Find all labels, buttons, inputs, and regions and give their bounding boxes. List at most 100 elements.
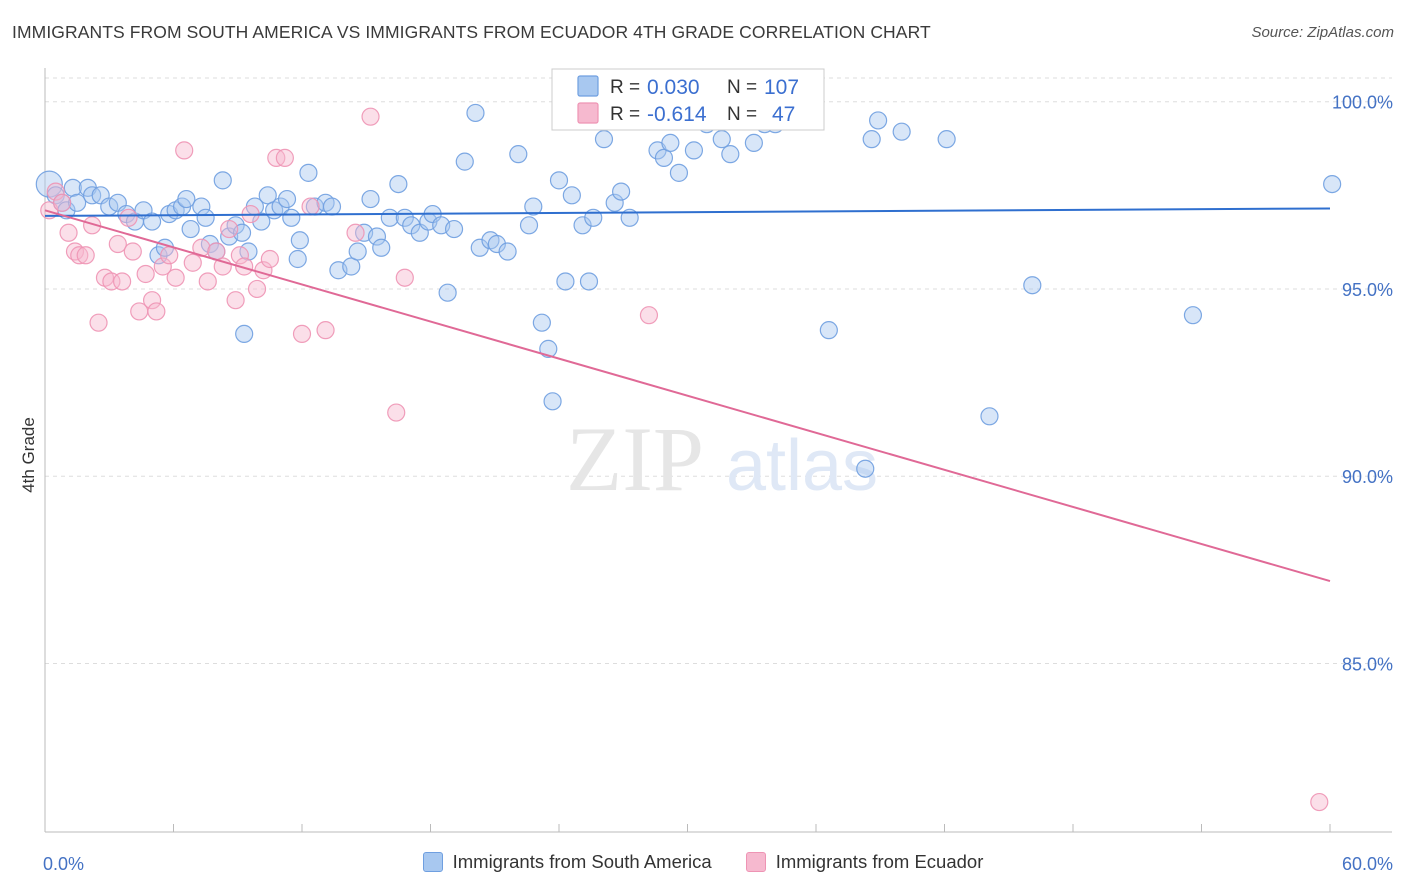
trend-line-ecuador xyxy=(44,209,1331,583)
point-south-america-104 xyxy=(1023,276,1042,295)
point-south-america-81 xyxy=(605,193,624,212)
point-south-america-50 xyxy=(367,227,387,246)
watermark-atlas: atlas xyxy=(726,426,878,506)
legend-swatch-ecuador xyxy=(577,102,599,124)
point-ecuador-46 xyxy=(1310,792,1329,812)
legend-label-ecuador: Immigrants from Ecuador xyxy=(775,851,984,872)
point-south-america-68 xyxy=(509,145,528,164)
chart-title: IMMIGRANTS FROM SOUTH AMERICA VS IMMIGRA… xyxy=(12,22,931,42)
trend-line-south-america xyxy=(44,207,1331,217)
point-south-america-64 xyxy=(470,238,489,257)
y-tick-label-0: 100.0% xyxy=(1332,93,1393,113)
point-ecuador-33 xyxy=(247,279,267,299)
point-ecuador-14 xyxy=(123,242,142,261)
point-south-america-67 xyxy=(498,242,517,261)
point-ecuador-42 xyxy=(361,107,380,126)
point-south-america-49 xyxy=(361,189,380,209)
point-south-america-5 xyxy=(68,193,87,212)
point-ecuador-18 xyxy=(147,302,166,321)
point-ecuador-21 xyxy=(166,268,185,287)
point-south-america-23 xyxy=(196,208,215,227)
x-tick-labels: 0.0% 60.0% xyxy=(43,854,1393,874)
point-south-america-86 xyxy=(654,148,674,167)
point-south-america-82 xyxy=(612,182,631,201)
point-ecuador-41 xyxy=(346,223,365,242)
point-south-america-94 xyxy=(744,133,763,153)
point-ecuador-44 xyxy=(395,268,414,287)
point-south-america-89 xyxy=(684,141,704,160)
point-south-america-106 xyxy=(1323,174,1342,194)
point-south-america-74 xyxy=(549,171,569,190)
point-south-america-101 xyxy=(892,122,911,141)
point-south-america-72 xyxy=(539,339,558,358)
point-south-america-53 xyxy=(389,174,408,194)
point-south-america-34 xyxy=(258,186,277,205)
point-south-america-78 xyxy=(579,272,599,291)
point-ecuador-35 xyxy=(260,249,279,269)
legend-r-value-2: -0.614 xyxy=(647,103,707,126)
point-ecuador-23 xyxy=(183,253,202,272)
point-ecuador-43 xyxy=(387,403,406,422)
legend-r-value-1: 0.030 xyxy=(647,76,700,99)
point-south-america-83 xyxy=(620,208,639,227)
legend-r-label-1: R = xyxy=(610,77,640,98)
point-south-america-47 xyxy=(348,242,367,261)
y-tick-labels: 100.0% 95.0% 90.0% 85.0% xyxy=(1332,93,1393,675)
chart-source: Source: ZipAtlas.com xyxy=(1251,24,1394,41)
point-south-america-44 xyxy=(322,197,342,216)
legend-n-value-2: 47 xyxy=(772,103,795,126)
point-ecuador-5 xyxy=(70,246,89,265)
point-south-america-15 xyxy=(149,246,168,265)
point-ecuador-7 xyxy=(83,216,102,235)
point-ecuador-8 xyxy=(89,313,108,332)
point-south-america-39 xyxy=(288,249,307,269)
y-tick-label-3: 85.0% xyxy=(1342,654,1393,674)
point-south-america-88 xyxy=(669,163,689,182)
point-ecuador-22 xyxy=(175,141,194,160)
point-south-america-33 xyxy=(252,212,271,231)
point-south-america-14 xyxy=(142,212,162,231)
point-ecuador-45 xyxy=(639,306,659,325)
point-ecuador-16 xyxy=(136,264,155,284)
legend-swatch-south-america xyxy=(577,75,599,97)
point-ecuador-3 xyxy=(59,223,78,242)
point-south-america-40 xyxy=(290,231,309,250)
point-ecuador-13 xyxy=(119,208,138,227)
x-tick-label-start: 0.0% xyxy=(43,854,84,874)
point-south-america-20 xyxy=(177,189,196,209)
legend-n-label-2: N = xyxy=(727,104,757,125)
point-ecuador-11 xyxy=(108,234,127,254)
legend-n-value-1: 107 xyxy=(764,76,799,99)
point-ecuador-2 xyxy=(53,193,72,212)
point-south-america-103 xyxy=(980,407,999,426)
point-south-america-26 xyxy=(213,171,232,190)
point-ecuador-10 xyxy=(102,272,121,291)
point-south-america-98 xyxy=(856,459,875,478)
correlation-legend: R = 0.030 N = 107 R = -0.614 N = 47 xyxy=(551,68,825,131)
point-ecuador-12 xyxy=(112,272,132,291)
point-south-america-80 xyxy=(594,130,614,149)
point-ecuador-39 xyxy=(301,197,320,216)
point-ecuador-38 xyxy=(292,324,312,344)
point-south-america-4 xyxy=(63,178,82,197)
y-tick-label-2: 90.0% xyxy=(1342,467,1393,487)
point-ecuador-29 xyxy=(226,291,245,310)
legend-swatch-icon xyxy=(745,852,766,872)
legend-item-ecuador: Immigrants from Ecuador xyxy=(745,851,984,873)
point-ecuador-28 xyxy=(220,219,239,239)
point-south-america-41 xyxy=(299,163,318,182)
watermark-zip: ZIP xyxy=(566,408,704,510)
point-south-america-100 xyxy=(869,111,888,130)
point-ecuador-17 xyxy=(142,291,162,310)
point-south-america-51 xyxy=(372,238,391,257)
legend-n-label-1: N = xyxy=(727,77,757,98)
point-south-america-93 xyxy=(721,145,740,164)
point-south-america-66 xyxy=(487,234,506,254)
watermark: ZIP atlas xyxy=(566,408,878,510)
y-tick-label-1: 95.0% xyxy=(1342,280,1393,300)
point-south-america-75 xyxy=(556,272,575,291)
point-ecuador-19 xyxy=(153,257,172,276)
point-south-america-105 xyxy=(1183,306,1203,325)
trend-lines xyxy=(44,207,1331,583)
